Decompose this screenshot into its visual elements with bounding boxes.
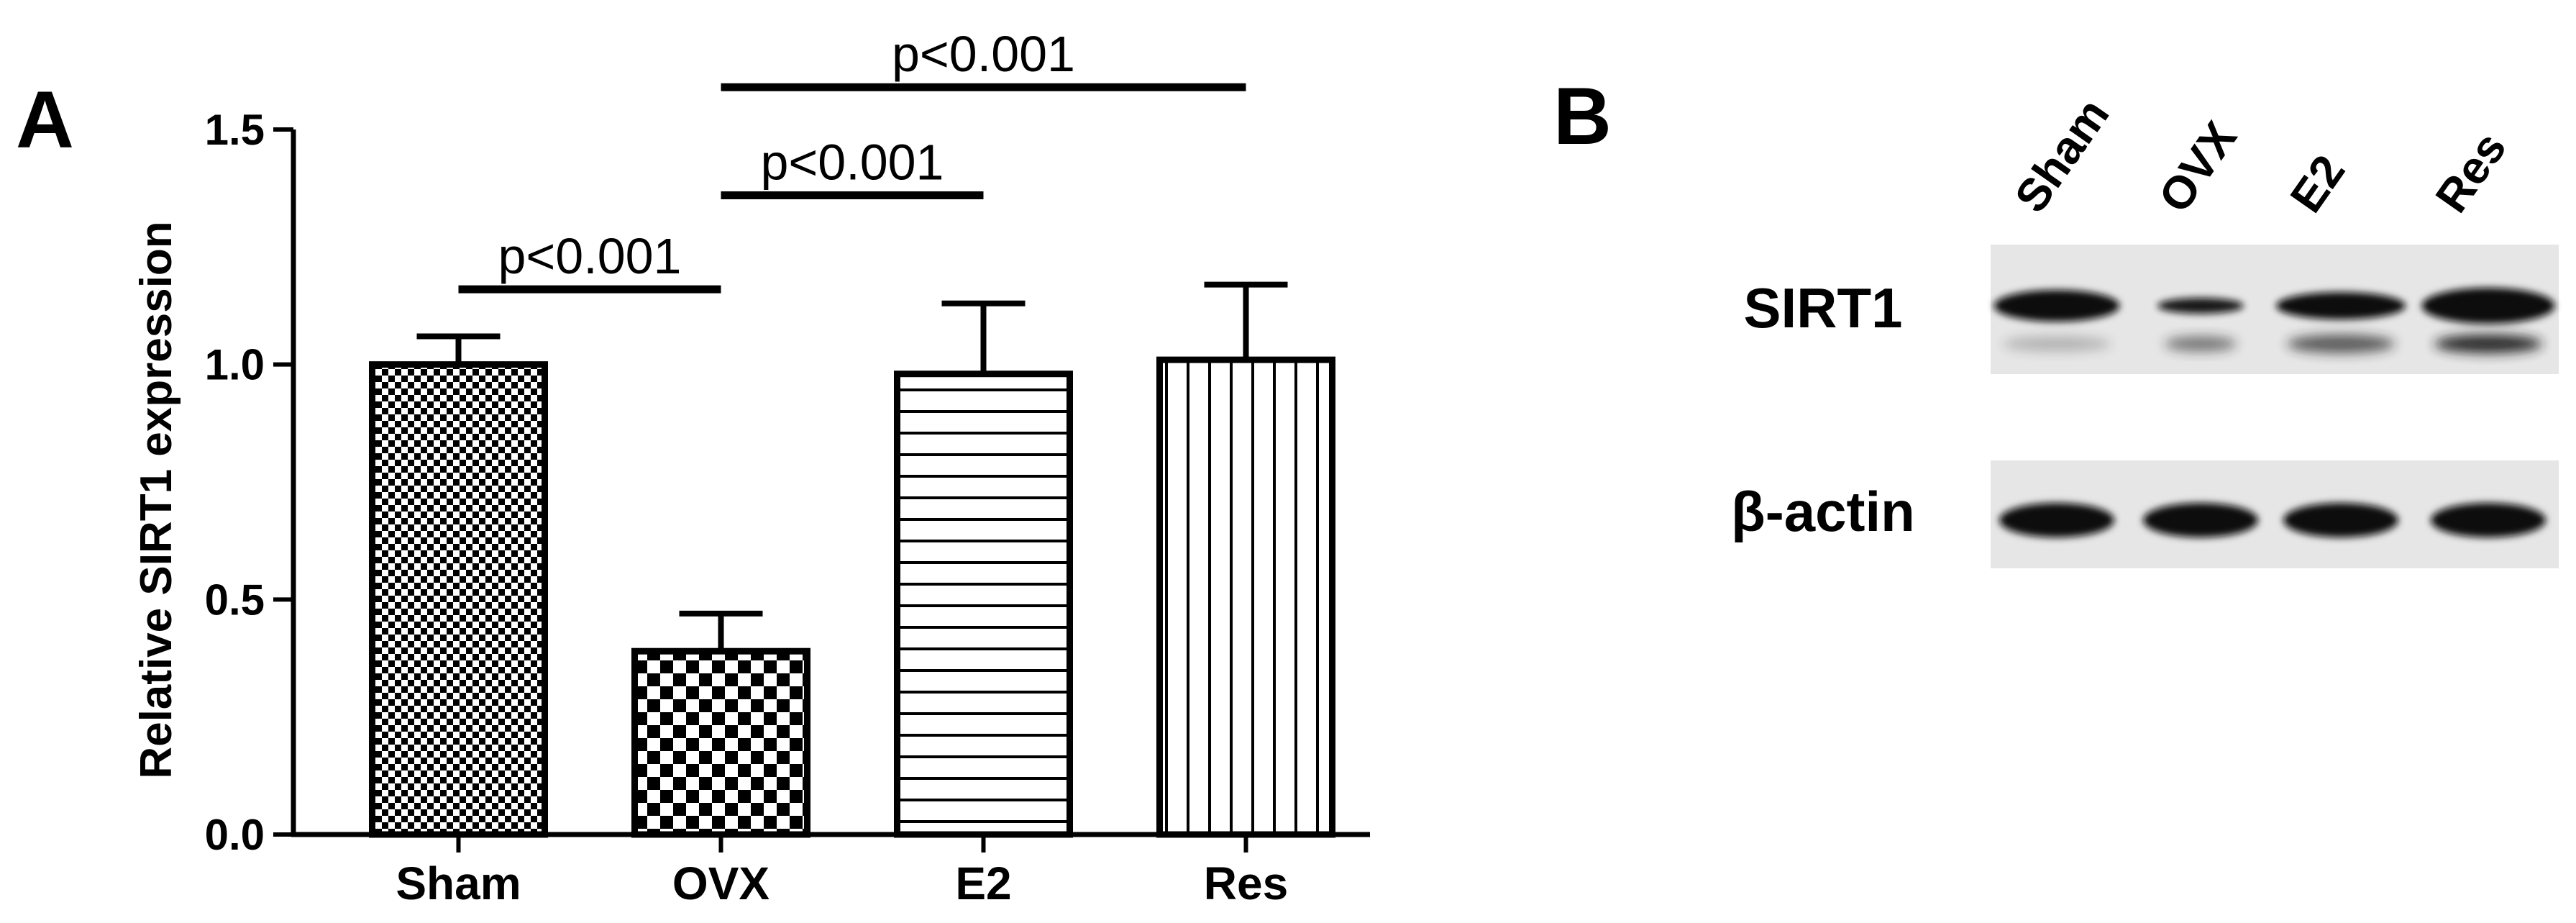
x-tick-label-e2: E2 [955,858,1011,909]
sirt1-band-e2 [2276,292,2406,319]
bar-res [1156,356,1335,838]
significance-label-2: p<0.001 [761,134,944,190]
actin-band-ovx [2143,503,2258,537]
western-blot: Sham OVX E2 Res SIRT1 β-actin [1731,89,2559,568]
lane-label-e2: E2 [2280,146,2355,222]
bar-ovx [631,647,810,838]
lane-label-res: Res [2425,123,2516,222]
blot-row-label-1: SIRT1 [1743,276,1902,340]
sirt1-band-sham [1993,290,2120,322]
x-tick-label-ovx: OVX [672,858,769,909]
lane-label-ovx: OVX [2148,112,2247,222]
sirt1-band-res [2421,288,2555,324]
bar-chart: 0.0 0.5 1.0 1.5 Sham OVX E2 Res p<0.001 p<0.001 p<… [205,26,1370,909]
y-tick-label: 0.5 [205,576,265,624]
y-tick-label: 0.0 [205,811,265,859]
significance-label-3: p<0.001 [892,26,1075,82]
bar-sham [369,361,548,838]
panel-b-label: B [1553,71,1612,161]
blot-row-label-2: β-actin [1731,480,1915,543]
sirt1-band-ovx [2157,298,2244,314]
sirt1-lower-band-ovx [2165,336,2237,352]
x-tick-label-res: Res [1204,858,1288,909]
y-tick-label: 1.0 [205,341,265,389]
significance-label-1: p<0.001 [498,228,682,284]
y-axis-title: Relative SIRT1 expression [132,221,181,778]
sirt1-lower-band-sham [2003,336,2111,352]
x-tick-label-sham: Sham [396,858,521,909]
actin-band-e2 [2283,503,2398,537]
sirt1-lower-band-e2 [2287,335,2395,353]
sirt1-lower-band-res [2434,335,2542,353]
actin-band-res [2431,503,2546,537]
bar-e2 [894,370,1073,838]
y-tick-label: 1.5 [205,106,265,154]
panel-a-label: A [16,75,74,165]
lane-label-sham: Sham [2004,89,2119,222]
actin-band-sham [1999,503,2114,537]
